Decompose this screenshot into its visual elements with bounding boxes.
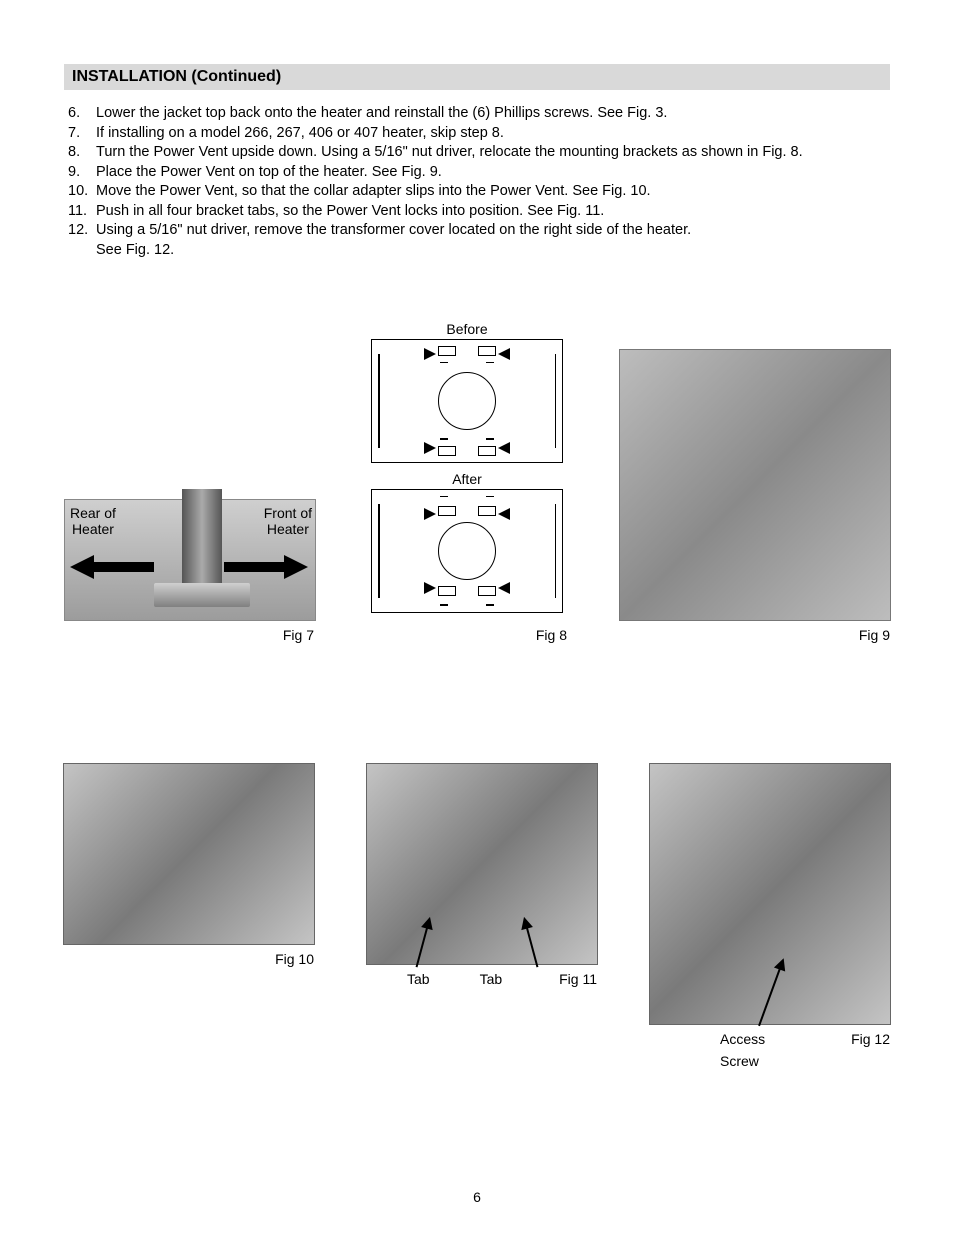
step-num: 8. bbox=[68, 143, 96, 163]
fig8-after-diagram bbox=[371, 489, 563, 613]
fig7-pipe bbox=[182, 489, 222, 589]
arrow-icon bbox=[416, 918, 431, 967]
fig7-base bbox=[154, 583, 250, 607]
step-text: See Fig. 12. bbox=[96, 241, 890, 261]
step-text: Using a 5/16" nut driver, remove the tra… bbox=[96, 221, 890, 241]
fig10-photo bbox=[63, 763, 315, 945]
fig12-caption: Fig 12 bbox=[851, 1031, 890, 1047]
arrow-left-icon bbox=[70, 555, 94, 579]
figures-row-1: Rear ofHeater Front ofHeater Fig 7 Befor… bbox=[64, 321, 890, 643]
fig11-caption: Fig 11 bbox=[559, 971, 597, 987]
fig8-before-label: Before bbox=[446, 321, 487, 337]
fig12-screw-label: Screw bbox=[720, 1053, 759, 1069]
install-steps-list: 6.Lower the jacket top back onto the hea… bbox=[64, 104, 890, 261]
step-text: Turn the Power Vent upside down. Using a… bbox=[96, 143, 890, 163]
fig9-photo bbox=[619, 349, 891, 621]
step-num: 9. bbox=[68, 163, 96, 183]
fig8-after-label: After bbox=[452, 471, 482, 487]
fig11-tab-label: Tab bbox=[480, 971, 503, 987]
fig11-cell: Tab Tab Fig 11 bbox=[367, 763, 597, 987]
fig7-caption: Fig 7 bbox=[64, 627, 314, 643]
step-num: 10. bbox=[68, 182, 96, 202]
step-num bbox=[68, 241, 96, 261]
step-num: 11. bbox=[68, 202, 96, 222]
fig10-caption: Fig 10 bbox=[275, 951, 314, 967]
fig10-cell: Fig 10 bbox=[64, 763, 314, 967]
step-text: Place the Power Vent on top of the heate… bbox=[96, 163, 890, 183]
section-header: INSTALLATION (Continued) bbox=[64, 64, 890, 90]
step-text: Push in all four bracket tabs, so the Po… bbox=[96, 202, 890, 222]
step-num: 6. bbox=[68, 104, 96, 124]
fig8-cell: Before Af bbox=[367, 321, 567, 643]
step-text: Move the Power Vent, so that the collar … bbox=[96, 182, 890, 202]
fig12-access-label: Access bbox=[720, 1031, 765, 1047]
arrow-icon bbox=[524, 918, 539, 967]
step-text: If installing on a model 266, 267, 406 o… bbox=[96, 124, 890, 144]
step-num: 12. bbox=[68, 221, 96, 241]
fig8-caption: Fig 8 bbox=[367, 627, 567, 643]
fig7-rear-label: Rear ofHeater bbox=[70, 505, 116, 537]
fig12-cell: Access Fig 12 Screw bbox=[650, 763, 890, 1069]
fig11-tab-label: Tab bbox=[407, 971, 430, 987]
fig9-cell: Fig 9 bbox=[620, 349, 890, 643]
fig12-photo bbox=[649, 763, 891, 1025]
fig7-cell: Rear ofHeater Front ofHeater Fig 7 bbox=[64, 499, 314, 643]
fig7-front-label: Front ofHeater bbox=[264, 505, 312, 537]
fig9-caption: Fig 9 bbox=[620, 627, 890, 643]
page-number: 6 bbox=[0, 1189, 954, 1205]
step-num: 7. bbox=[68, 124, 96, 144]
step-text: Lower the jacket top back onto the heate… bbox=[96, 104, 890, 124]
arrow-icon bbox=[758, 959, 784, 1025]
fig8-before-diagram bbox=[371, 339, 563, 463]
fig11-photo bbox=[366, 763, 598, 965]
arrow-right-icon bbox=[284, 555, 308, 579]
figures-row-2: Fig 10 Tab Tab Fig 11 bbox=[64, 763, 890, 1069]
